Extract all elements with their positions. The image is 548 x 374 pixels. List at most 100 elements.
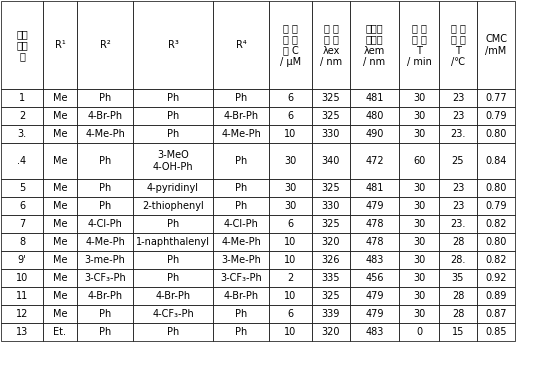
Bar	[312, 323, 350, 341]
Text: Ph: Ph	[235, 93, 247, 103]
Bar	[312, 287, 350, 305]
Text: 28.: 28.	[450, 255, 466, 265]
Bar	[1, 197, 43, 215]
Bar	[133, 215, 213, 233]
Text: 30: 30	[284, 156, 296, 166]
Text: 30: 30	[413, 183, 425, 193]
Text: Ph: Ph	[235, 156, 247, 166]
Bar	[477, 305, 515, 323]
Text: 481: 481	[366, 183, 384, 193]
Text: Ph: Ph	[235, 309, 247, 319]
Bar	[350, 89, 399, 107]
Bar	[312, 179, 350, 197]
Text: 4-Br-Ph: 4-Br-Ph	[88, 111, 123, 121]
Text: 5: 5	[19, 183, 25, 193]
Bar	[43, 233, 77, 251]
Bar	[133, 1, 213, 89]
Bar	[439, 305, 477, 323]
Bar	[43, 89, 77, 107]
Text: R¹: R¹	[55, 40, 65, 50]
Text: 23: 23	[452, 183, 464, 193]
Text: 2: 2	[287, 273, 294, 283]
Text: 25: 25	[452, 156, 464, 166]
Bar	[350, 143, 399, 179]
Bar	[439, 107, 477, 125]
Text: 10: 10	[284, 291, 296, 301]
Bar	[43, 305, 77, 323]
Text: 23.: 23.	[450, 129, 466, 139]
Bar	[477, 89, 515, 107]
Bar	[399, 143, 439, 179]
Text: 325: 325	[322, 183, 340, 193]
Bar	[43, 179, 77, 197]
Bar	[439, 179, 477, 197]
Bar	[77, 215, 133, 233]
Text: 4-CF₃-Ph: 4-CF₃-Ph	[152, 309, 194, 319]
Text: 479: 479	[366, 309, 384, 319]
Bar	[1, 251, 43, 269]
Bar	[213, 233, 269, 251]
Bar	[312, 197, 350, 215]
Text: 0.89: 0.89	[486, 291, 507, 301]
Bar	[439, 1, 477, 89]
Bar	[399, 215, 439, 233]
Text: 0.80: 0.80	[486, 129, 507, 139]
Bar	[1, 89, 43, 107]
Bar	[213, 305, 269, 323]
Text: 1: 1	[19, 93, 25, 103]
Text: 4-Cl-Ph: 4-Cl-Ph	[88, 219, 122, 229]
Bar	[43, 269, 77, 287]
Bar	[269, 179, 312, 197]
Bar	[43, 323, 77, 341]
Text: Me: Me	[53, 129, 67, 139]
Bar	[77, 197, 133, 215]
Text: Ph: Ph	[99, 93, 111, 103]
Bar	[1, 125, 43, 143]
Text: Me: Me	[53, 111, 67, 121]
Bar	[399, 269, 439, 287]
Text: Me: Me	[53, 255, 67, 265]
Text: 4-Br-Ph: 4-Br-Ph	[224, 291, 259, 301]
Bar	[477, 251, 515, 269]
Bar	[43, 107, 77, 125]
Text: 10: 10	[284, 237, 296, 247]
Bar	[213, 269, 269, 287]
Bar	[269, 125, 312, 143]
Bar	[399, 305, 439, 323]
Text: 4-Me-Ph: 4-Me-Ph	[85, 129, 125, 139]
Text: 0.84: 0.84	[486, 156, 507, 166]
Text: 4-Br-Ph: 4-Br-Ph	[88, 291, 123, 301]
Bar	[269, 215, 312, 233]
Text: 60: 60	[413, 156, 425, 166]
Bar	[1, 233, 43, 251]
Text: 30: 30	[284, 183, 296, 193]
Text: 4-pyridinyl: 4-pyridinyl	[147, 183, 199, 193]
Bar	[213, 287, 269, 305]
Text: 23: 23	[452, 111, 464, 121]
Text: 326: 326	[322, 255, 340, 265]
Text: 10: 10	[284, 255, 296, 265]
Bar	[399, 125, 439, 143]
Text: 30: 30	[413, 237, 425, 247]
Text: 3-Me-Ph: 3-Me-Ph	[221, 255, 261, 265]
Text: 490: 490	[366, 129, 384, 139]
Text: 0.85: 0.85	[485, 327, 507, 337]
Bar	[350, 197, 399, 215]
Text: 481: 481	[366, 93, 384, 103]
Text: 静 置
时 间
T
/ min: 静 置 时 间 T / min	[407, 23, 431, 67]
Bar	[477, 233, 515, 251]
Text: 28: 28	[452, 237, 464, 247]
Text: 6: 6	[288, 309, 294, 319]
Text: 1-naphthalenyl: 1-naphthalenyl	[136, 237, 210, 247]
Bar	[43, 125, 77, 143]
Bar	[213, 197, 269, 215]
Bar	[213, 251, 269, 269]
Text: Ph: Ph	[167, 327, 179, 337]
Text: Et.: Et.	[54, 327, 66, 337]
Bar	[269, 269, 312, 287]
Text: 10: 10	[16, 273, 28, 283]
Text: 11: 11	[16, 291, 28, 301]
Bar	[477, 323, 515, 341]
Bar	[312, 251, 350, 269]
Bar	[133, 143, 213, 179]
